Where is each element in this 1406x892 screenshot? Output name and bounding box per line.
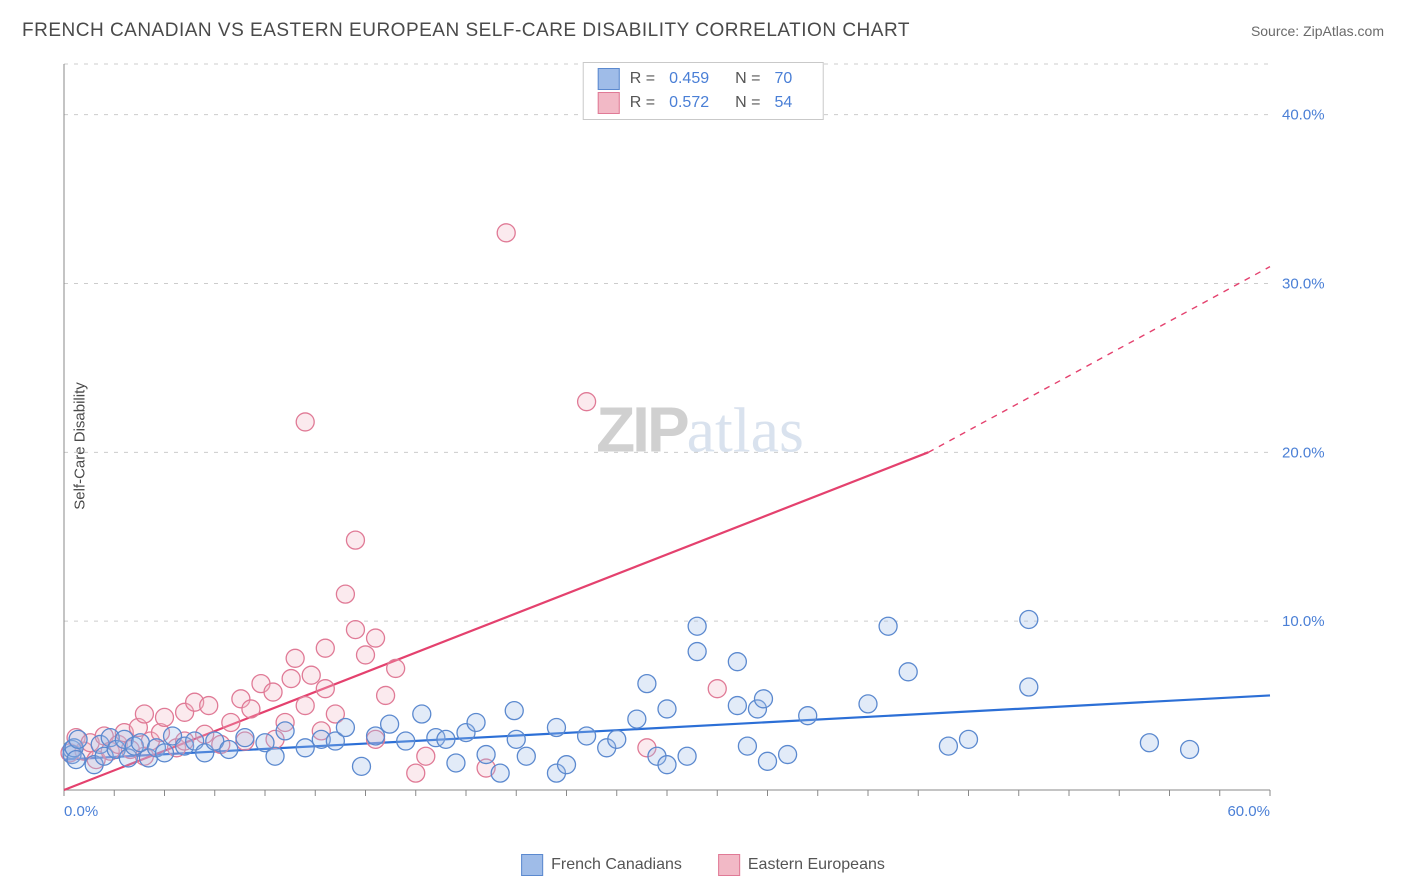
legend-series: French Canadians Eastern Europeans (521, 854, 885, 876)
legend-swatch-ee (598, 92, 620, 114)
legend-swatch-fc (598, 68, 620, 90)
n-label: N = (735, 94, 760, 112)
chart-header: FRENCH CANADIAN VS EASTERN EUROPEAN SELF… (22, 20, 1384, 42)
chart-title: FRENCH CANADIAN VS EASTERN EUROPEAN SELF… (22, 20, 910, 42)
chart-svg: 10.0% 20.0% 30.0% 40.0% 0.0% 60.0% (60, 60, 1340, 830)
source-label: Source: (1251, 23, 1303, 39)
svg-text:40.0%: 40.0% (1282, 107, 1325, 124)
legend-swatch-fc (521, 854, 543, 876)
r-value-ee: 0.572 (669, 94, 709, 112)
legend-swatch-ee (718, 854, 740, 876)
svg-text:0.0%: 0.0% (64, 803, 98, 820)
r-label: R = (630, 94, 655, 112)
legend-stats: R = 0.459 N = 70 R = 0.572 N = 54 (583, 62, 824, 120)
legend-label-fc: French Canadians (551, 856, 682, 874)
n-label: N = (735, 70, 760, 88)
r-value-fc: 0.459 (669, 70, 709, 88)
source-value: ZipAtlas.com (1303, 23, 1384, 39)
legend-label-ee: Eastern Europeans (748, 856, 885, 874)
svg-text:60.0%: 60.0% (1227, 803, 1270, 820)
plot-area: 10.0%20.0%30.0%40.0%0.0%60.0% ZIPatlas (60, 60, 1340, 830)
svg-text:20.0%: 20.0% (1282, 444, 1325, 461)
legend-stats-row: R = 0.459 N = 70 (598, 67, 809, 91)
svg-text:10.0%: 10.0% (1282, 613, 1325, 630)
svg-text:30.0%: 30.0% (1282, 275, 1325, 292)
n-value-fc: 70 (774, 70, 792, 88)
legend-item-fc: French Canadians (521, 854, 682, 876)
source-attribution: Source: ZipAtlas.com (1251, 23, 1384, 39)
legend-item-ee: Eastern Europeans (718, 854, 885, 876)
r-label: R = (630, 70, 655, 88)
n-value-ee: 54 (774, 94, 792, 112)
legend-stats-row: R = 0.572 N = 54 (598, 91, 809, 115)
